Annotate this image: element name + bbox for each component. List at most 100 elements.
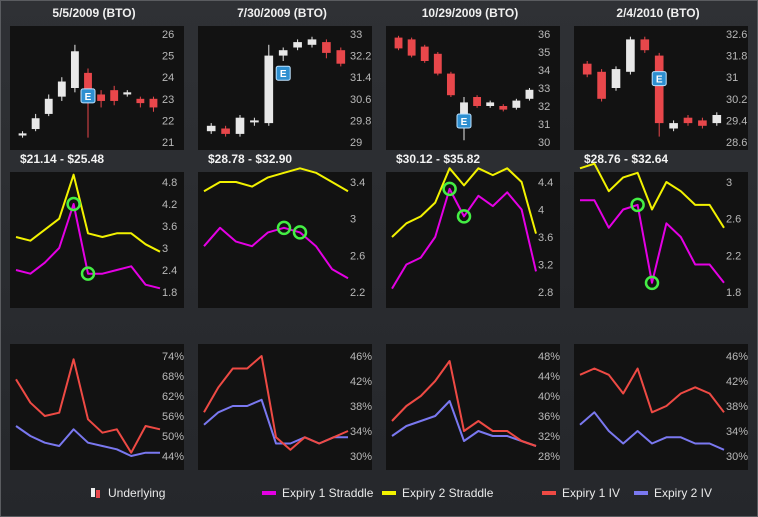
earnings-badge-label: E [280,69,287,80]
iv-tick-label: 38% [350,401,372,413]
price-tick-label: 31.8 [726,51,747,63]
expiry1-straddle-line [391,187,537,290]
earnings-badge-label: E [85,92,92,103]
column-title-1: 5/5/2009 (BTO) [52,6,136,20]
candle-up [626,39,635,72]
candle-icon [90,486,102,500]
expiry1-iv-line [15,358,161,454]
straddle-tick-label: 3.2 [538,260,553,272]
straddle-tick-label: 3.6 [162,221,177,233]
iv-tick-label: 34% [350,426,372,438]
straddle-tick-label: 3.6 [538,232,553,244]
legend-expiry1-iv-label: Expiry 1 IV [562,486,621,500]
iv-tick-label: 48% [538,351,560,363]
price-tick-label: 33 [538,83,550,95]
price-tick-label: 23 [162,94,174,106]
candle-up [264,55,274,124]
candle-down [97,94,106,101]
straddle-tick-label: 2.6 [726,214,741,226]
candle-down [84,72,92,99]
candle-down [640,39,650,51]
price-tick-label: 31 [726,72,738,84]
legend-expiry1-straddle: Expiry 1 Straddle [262,486,373,500]
highlight-circle [456,209,472,224]
candle-up [669,123,678,129]
earnings-marker: E [80,88,96,104]
candle-up [512,100,521,108]
straddle-tick-label: 1.8 [162,287,177,299]
iv-tick-label: 34% [726,426,748,438]
candle-up [44,98,53,114]
candle-up [307,39,317,45]
legend-swatch [542,491,556,495]
panel-iv [198,344,372,470]
price-tick-label: 29 [350,137,362,149]
legend-expiry2-iv: Expiry 2 IV [634,486,712,500]
column-title-2: 7/30/2009 (BTO) [237,6,327,20]
candle-down [582,63,592,75]
candle-down [322,42,331,53]
straddle-tick-label: 4 [538,205,544,217]
candle-down [698,120,707,126]
legend-swatch [382,491,396,495]
candle-up [206,125,216,132]
highlight-circle [442,181,457,197]
price-tick-label: 36 [538,29,550,41]
iv-tick-label: 28% [538,451,560,463]
panel-straddle [198,172,372,308]
price-tick-label: 29.8 [350,115,371,127]
price-tick-label: 34 [538,65,550,77]
price-tick-label: 28.6 [726,137,747,149]
straddle-tick-label: 2.2 [350,287,365,299]
price-tick-label: 31 [538,119,550,131]
iv-tick-label: 40% [538,391,560,403]
price-tick-label: 21 [162,137,174,149]
iv-tick-label: 30% [350,451,372,463]
expiry2-iv-line [391,400,537,447]
candle-up [70,51,79,88]
iv-tick-label: 46% [350,351,372,363]
expiry2-straddle-line [391,167,537,238]
candle-down [336,50,346,64]
price-tick-label: 32.2 [350,51,371,63]
candle-down [407,39,416,56]
iv-tick-label: 36% [538,411,560,423]
iv-tick-label: 42% [726,376,748,388]
expiry2-iv-line [15,425,160,457]
candle-up [123,92,132,95]
iv-tick-label: 30% [726,451,748,463]
price-tick-label: 24 [162,72,174,84]
candle-up [525,89,534,99]
legend-expiry2-straddle-label: Expiry 2 Straddle [402,486,494,500]
candle-up [250,120,259,123]
expiry2-iv-line [579,411,725,451]
column-title-4: 2/4/2010 (BTO) [616,6,700,20]
earnings-marker: E [456,113,472,129]
iv-tick-label: 68% [162,371,184,383]
earnings-badge [651,71,667,87]
iv-tick-label: 42% [350,376,372,388]
price-tick-label: 30.2 [726,94,747,106]
straddle-tick-label: 3 [726,177,732,189]
iv-tick-label: 38% [726,401,748,413]
price-tick-label: 35 [538,47,550,59]
candle-down [499,106,508,110]
iv-tick-label: 32% [538,431,560,443]
straddle-tick-label: 2.8 [538,287,553,299]
panel-iv [574,344,748,470]
candle-down [221,128,230,134]
price-tick-label: 32 [538,101,550,113]
candle-down [149,98,158,108]
panel-straddle [386,172,560,308]
expiry1-iv-line [391,360,537,447]
straddle-tick-label: 1.8 [726,287,741,299]
price-tick-label: 29.4 [726,115,747,127]
highlight-circle [630,197,645,213]
candle-down [473,97,482,106]
highlight-circle [80,266,96,281]
candle-up [278,50,288,56]
straddle-tick-label: 3 [162,243,168,255]
expiry2-straddle-line [579,162,725,229]
